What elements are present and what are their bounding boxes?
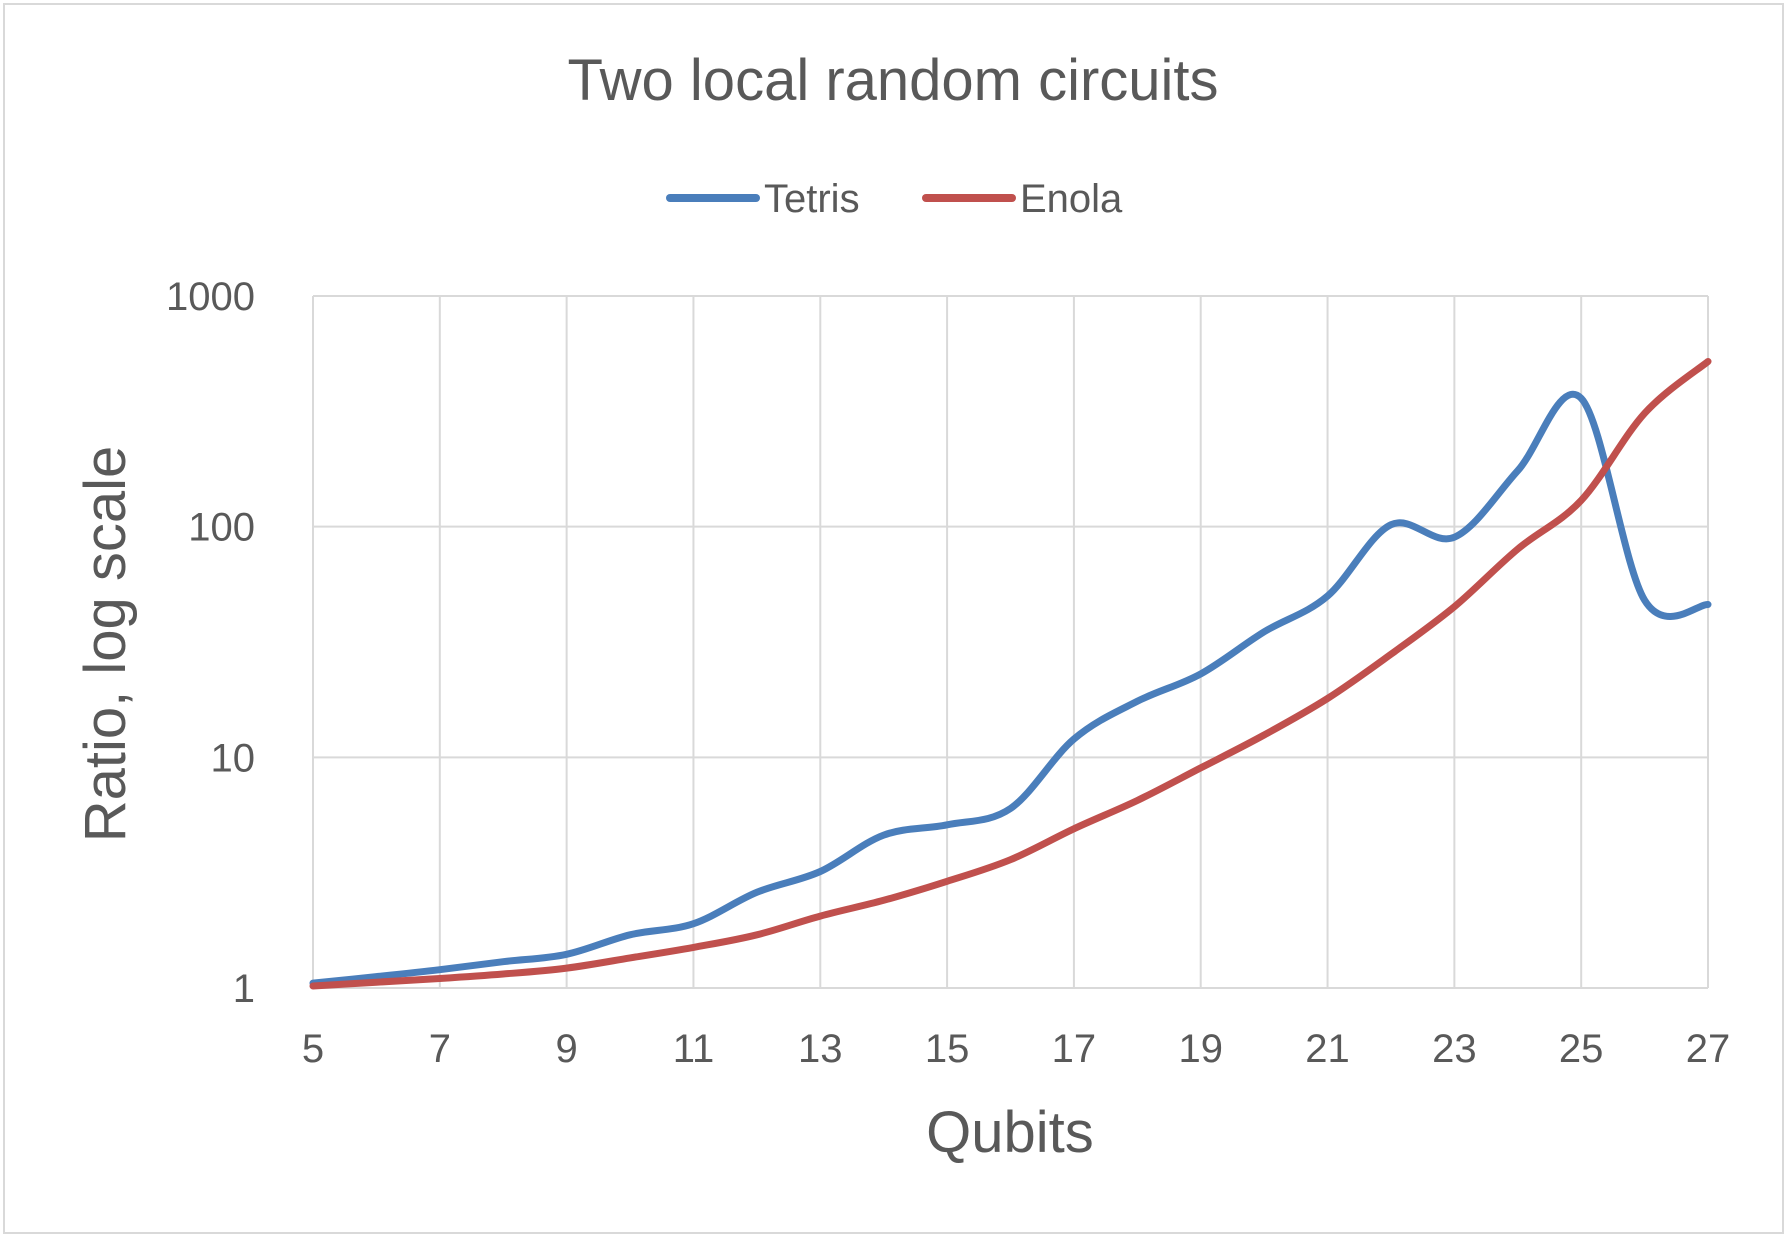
y-tick-label: 100	[188, 506, 255, 550]
y-axis-ticks: 1 10 100 1000	[166, 275, 255, 1011]
x-tick-label: 19	[1178, 1027, 1223, 1071]
x-axis-label: Qubits	[926, 1100, 1094, 1165]
x-tick-label: 21	[1305, 1027, 1350, 1071]
x-tick-label: 13	[798, 1027, 843, 1071]
x-tick-label: 27	[1686, 1027, 1731, 1071]
legend-label-enola: Enola	[1020, 177, 1123, 221]
legend: Tetris Enola	[666, 177, 1123, 221]
y-tick-label: 1000	[166, 275, 255, 319]
y-axis-label: Ratio, log scale	[73, 446, 138, 843]
x-tick-label: 17	[1052, 1027, 1097, 1071]
chart-frame	[3, 3, 1784, 1234]
series-line-enola	[309, 358, 1712, 990]
legend-label-tetris: Tetris	[764, 177, 860, 221]
y-tick-label: 1	[233, 967, 255, 1011]
x-tick-label: 7	[429, 1027, 451, 1071]
x-axis-ticks: 5 7 9 11 13 15 17 19 21 23 25 27	[302, 1027, 1730, 1071]
x-tick-label: 11	[673, 1027, 715, 1071]
x-tick-label: 25	[1559, 1027, 1604, 1071]
x-tick-label: 15	[925, 1027, 970, 1071]
x-tick-label: 5	[302, 1027, 324, 1071]
chart-title: Two local random circuits	[567, 48, 1218, 113]
gridlines	[312, 295, 1709, 988]
x-tick-label: 9	[556, 1027, 578, 1071]
series-line-tetris	[309, 391, 1712, 987]
y-tick-label: 10	[211, 736, 256, 780]
x-tick-label: 23	[1432, 1027, 1477, 1071]
series-lines	[309, 358, 1712, 990]
